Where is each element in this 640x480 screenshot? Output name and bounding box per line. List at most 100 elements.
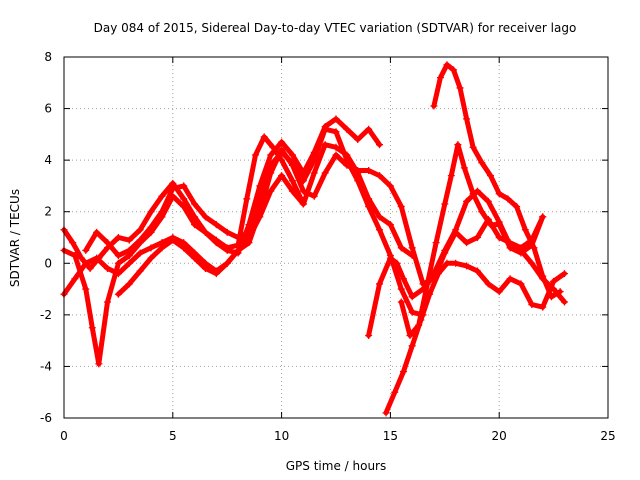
data-point (201, 264, 209, 272)
data-point (550, 277, 558, 285)
grid-layer (64, 57, 608, 418)
data-point (180, 244, 188, 252)
data-point (443, 259, 451, 267)
data-point (77, 254, 85, 262)
data-point (234, 234, 242, 241)
data-point (504, 195, 512, 203)
data-point (191, 221, 199, 229)
data-point (513, 203, 521, 211)
data-point (310, 156, 318, 164)
data-point (495, 190, 503, 198)
y-tick-label: 0 (44, 256, 52, 270)
data-point (415, 321, 423, 329)
data-point (391, 388, 399, 396)
data-point (212, 270, 220, 278)
data-point (114, 252, 122, 260)
data-point (528, 259, 536, 267)
data-point (180, 195, 188, 203)
data-point (539, 213, 547, 221)
data-point (147, 244, 155, 252)
data-point (267, 187, 275, 195)
data-point (486, 221, 494, 229)
data-point (560, 270, 568, 278)
data-point (71, 275, 79, 283)
x-tick-label: 10 (274, 429, 289, 443)
data-point (343, 125, 351, 133)
series-line-pass-4 (83, 126, 426, 318)
data-point (267, 169, 275, 177)
data-point (408, 293, 416, 301)
data-point (376, 280, 384, 288)
data-point (88, 324, 96, 332)
data-point (539, 272, 547, 280)
data-point (82, 285, 90, 293)
data-point (406, 331, 414, 339)
data-point (376, 213, 384, 221)
data-point (114, 259, 122, 267)
data-point (332, 143, 340, 151)
data-point (201, 213, 209, 221)
data-point (408, 342, 416, 350)
data-point (82, 246, 90, 254)
data-point (114, 270, 122, 278)
data-point (423, 280, 431, 288)
data-point (354, 177, 362, 185)
data-point (310, 192, 318, 200)
data-point (332, 128, 340, 136)
data-point (158, 244, 166, 252)
data-point (386, 182, 394, 190)
data-point (452, 259, 460, 267)
data-point (332, 151, 340, 159)
x-tick-label: 15 (383, 429, 398, 443)
data-point (136, 249, 144, 257)
data-point (376, 226, 384, 234)
data-point (288, 187, 296, 195)
data-point (321, 125, 329, 133)
data-point (469, 190, 477, 198)
data-point (278, 172, 286, 180)
data-point (136, 267, 144, 275)
data-point (443, 61, 451, 69)
data-point (278, 146, 286, 154)
series-line-pass-3 (61, 142, 415, 297)
data-point (245, 239, 253, 247)
data-point (136, 226, 144, 234)
data-point (484, 197, 492, 205)
data-point (399, 368, 407, 376)
data-point (473, 234, 481, 241)
data-point (365, 125, 373, 133)
data-point (267, 151, 275, 159)
data-point (212, 239, 220, 247)
series-pass-6 (382, 259, 568, 417)
tick-layer: 0 5 10 15 20 25 -6 -4 -2 0 2 4 6 8 (40, 50, 616, 443)
data-point (521, 226, 529, 234)
x-tick-label: 25 (600, 429, 615, 443)
data-point (147, 223, 155, 231)
data-point (125, 236, 133, 244)
y-tick-label: -6 (40, 411, 52, 425)
data-point (495, 221, 503, 229)
data-point (517, 280, 525, 288)
data-point (456, 84, 464, 92)
data-point (299, 200, 307, 208)
data-point (147, 208, 155, 216)
data-point (71, 252, 79, 260)
y-tick-label: 6 (44, 102, 52, 116)
data-point (69, 239, 77, 247)
data-point (460, 164, 468, 172)
data-point (251, 151, 259, 159)
data-point (212, 221, 220, 229)
data-point (169, 236, 177, 244)
data-point (158, 208, 166, 216)
data-point (125, 280, 133, 288)
data-point (365, 203, 373, 211)
data-point (517, 249, 525, 257)
data-point (310, 169, 318, 177)
data-point (397, 298, 405, 306)
series-line-pass-7 (366, 188, 567, 338)
data-point (473, 187, 481, 195)
data-point (125, 259, 133, 267)
data-point (478, 208, 486, 216)
